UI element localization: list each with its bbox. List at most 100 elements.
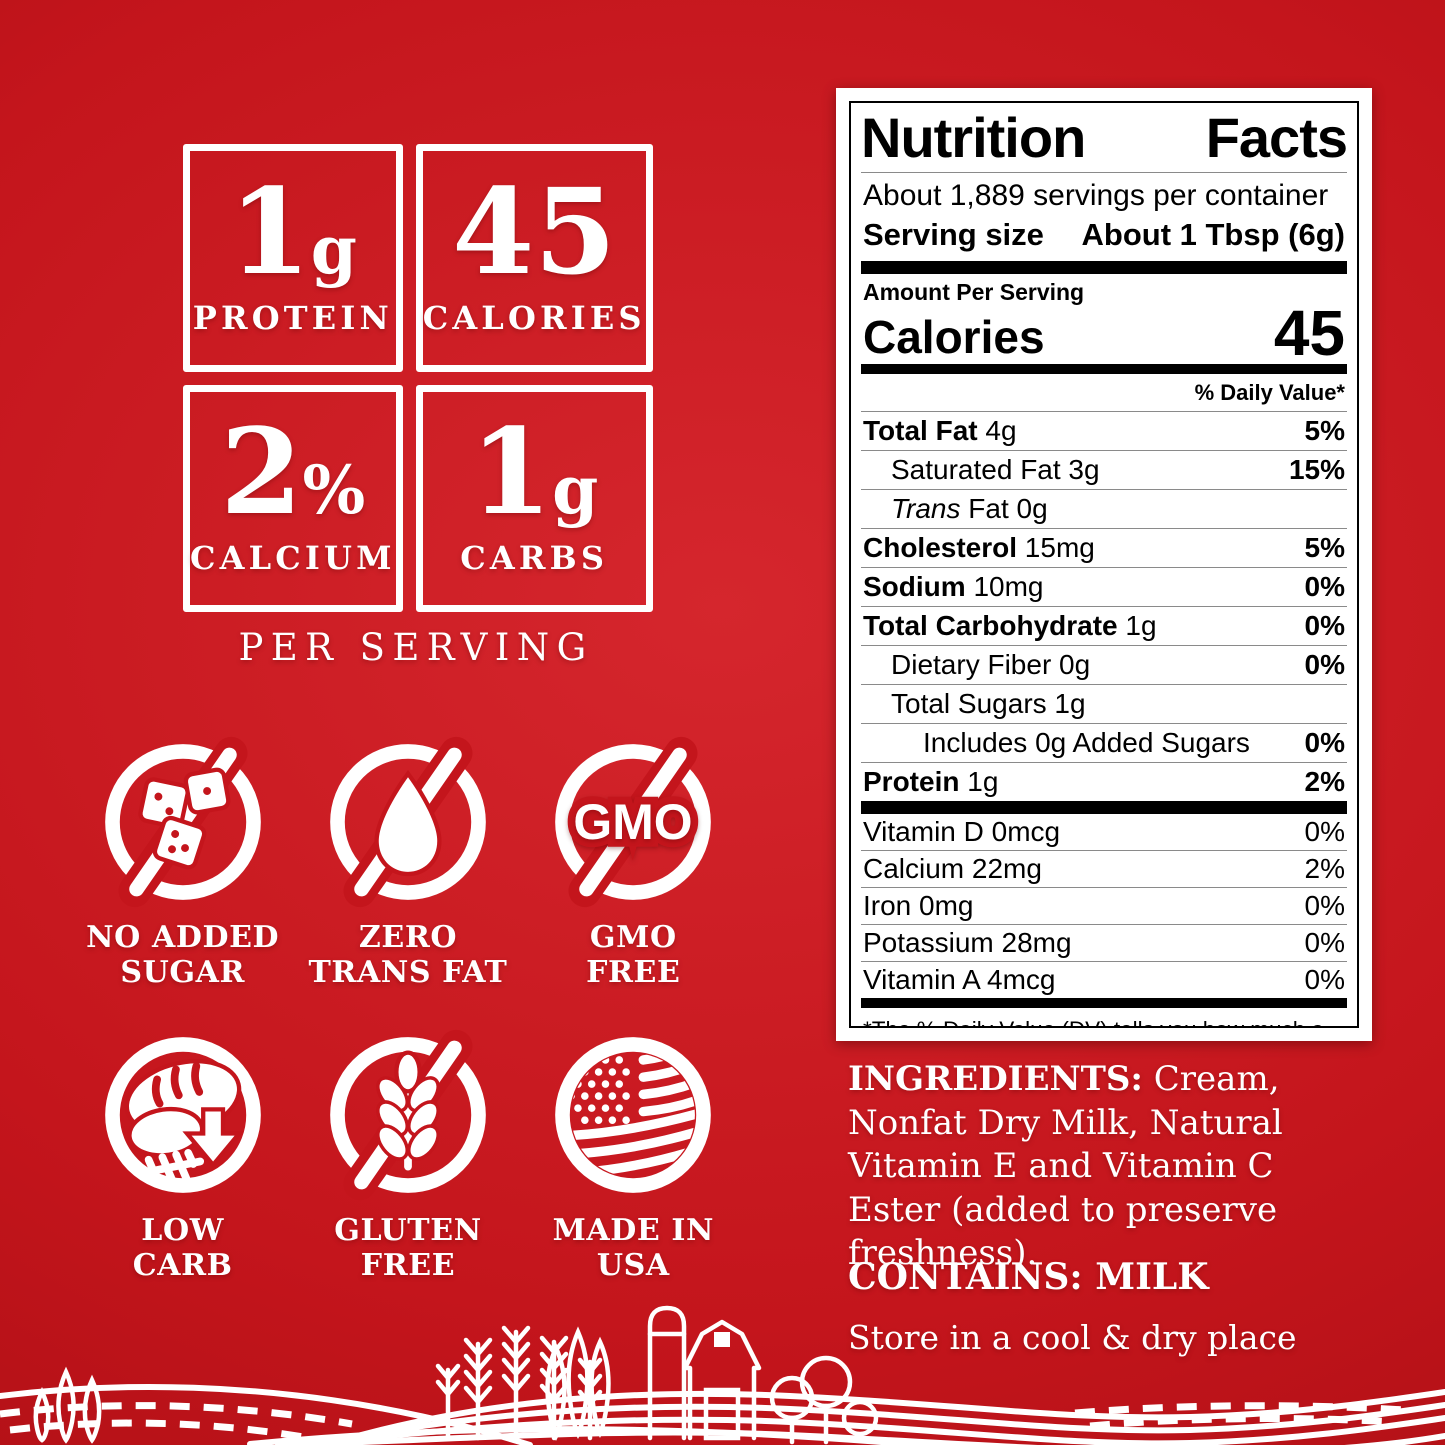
vitamin-dv: 0% [1304,890,1345,922]
badge-made-in-usa: MADE IN USA [529,1029,738,1284]
nutrient-amount: 15mg [1017,532,1095,564]
stat-number: 2 [220,402,303,542]
nutrient-amount: 10mg [965,571,1044,603]
gmo-icon-text: GMO [574,794,693,850]
serving-size-label: Serving size [863,216,1044,252]
gmo-free-icon: GMO [555,736,712,908]
nutrient-name: Cholesterol 15mg [863,532,1095,564]
vitamin-name: Calcium 22mg [863,853,1042,885]
vitamin-row-vitamin-d: Vitamin D 0mcg 0% [861,814,1347,850]
nutrition-facts-title: Nutrition Facts [861,106,1348,169]
nutrient-dv: 5% [1304,532,1345,564]
stat-number: 1 [470,402,553,542]
nutrient-row-trans-fat: Trans Fat 0g [861,489,1347,528]
stat-protein: 1g PROTEIN [183,144,403,372]
storage-instructions: Store in a cool & dry place [848,1318,1297,1357]
nutrient-dv: 5% [1304,415,1345,447]
stat-value: 1g [470,413,598,531]
vitamin-name: Vitamin D 0mcg [863,816,1061,848]
calories-label: Calories [863,311,1045,364]
nutrient-name-bold: Protein [863,766,960,798]
medium-rule [861,364,1347,375]
stat-unit: g [552,451,599,530]
vitamin-dv: 0% [1304,816,1345,848]
vitamin-row-potassium: Potassium 28mg 0% [861,924,1347,961]
stat-label: CARBS [460,539,609,578]
nutrient-name-bold: Cholesterol [863,532,1018,564]
nutrient-name: Total Sugars 1g [891,688,1086,720]
gluten-free-icon [330,1029,486,1200]
stat-unit: g [310,210,357,289]
nutrient-dv: 15% [1288,454,1345,486]
nutrient-dv: 0% [1304,649,1345,681]
nutrient-row-sodium: Sodium 10mg 0% [861,567,1347,606]
nutrient-row-cholesterol: Cholesterol 15mg 5% [861,528,1347,567]
nutrient-row-dietary-fiber: Dietary Fiber 0g 0% [861,645,1347,684]
nutrient-name: Trans Fat 0g [891,493,1048,525]
nutrient-row-total-fat: Total Fat 4g 5% [861,411,1347,450]
ingredients-body: Cream, Nonfat Dry Milk, Natural Vitamin … [848,1059,1283,1274]
calories-value: 45 [1273,296,1345,369]
badge-label: ZERO TRANS FAT [308,920,508,991]
nutrient-name: Total Fat 4g [863,415,1017,447]
thick-rule [861,260,1347,274]
vitamin-row-calcium: Calcium 22mg 2% [861,850,1347,887]
nutrient-name: Total Carbohydrate 1g [863,610,1157,642]
nutrient-row-total-carbohydrate: Total Carbohydrate 1g 0% [861,606,1347,645]
contains-statement: CONTAINS: MILK [848,1256,1209,1298]
serving-size-value: About 1 Tbsp (6g) [1081,216,1345,252]
nutrient-amount: 1g [1117,610,1157,642]
stat-number: 1 [228,161,311,301]
feature-badges: NO ADDED SUGAR ZERO TRANS FAT GMO GMO FR… [78,736,738,1284]
nutrient-dv: 2% [1304,766,1345,798]
vitamin-row-iron: Iron 0mg 0% [861,887,1347,924]
calories-row: Calories 45 [861,296,1347,369]
badge-label: GLUTEN FREE [334,1212,482,1284]
nutrient-name-bold: Sodium [863,571,966,603]
badge-label: LOW CARB [132,1212,233,1284]
nutrient-row-total-sugars: Total Sugars 1g [861,684,1347,723]
stat-label: CALCIUM [190,539,396,578]
nutrient-row-saturated-fat: Saturated Fat 3g 15% [861,450,1347,489]
low-carb-icon [104,1036,261,1193]
servings-per-container: About 1,889 servings per container [863,178,1329,212]
divider [861,171,1347,173]
daily-value-header: % Daily Value* [1194,380,1345,406]
nutrient-row-added-sugars: Includes 0g Added Sugars 0% [861,723,1347,762]
stat-calories: 45 CALORIES [415,144,653,372]
medium-rule [861,998,1347,1009]
badge-low-carb: LOW CARB [78,1029,287,1284]
vitamin-dv: 0% [1304,964,1345,996]
stat-value: 2% [220,413,365,531]
badge-label: MADE IN USA [552,1212,715,1284]
no-added-sugar-icon [104,736,261,908]
nutrient-name: Saturated Fat 3g [891,454,1100,486]
stat-value: 1g [229,172,357,290]
per-serving-stats-grid: 1g PROTEIN 45 CALORIES 2% CALCIUM 1g CAR… [183,144,653,612]
amount-per-serving: Amount Per Serving [863,278,1085,305]
stat-value: 45 [452,172,616,290]
nutrient-name-bold: Total Carbohydrate [863,610,1118,642]
stat-unit: % [302,451,366,530]
stat-carbs: 1g CARBS [415,384,653,612]
nutrient-amount: 4g [977,415,1017,447]
stat-label: CALORIES [422,298,646,337]
stat-number: 45 [452,161,617,301]
daily-value-footnote: *The % Daily Value (DV) tells you how mu… [861,1008,1347,1026]
badge-no-added-sugar: NO ADDED SUGAR [78,736,287,991]
nutrient-name: Sodium 10mg [863,571,1044,603]
badge-label: NO ADDED SUGAR [86,920,280,991]
vitamin-row-vitamin-a: Vitamin A 4mcg 0% [861,961,1347,998]
nutrition-facts-panel: Nutrition Facts About 1,889 servings per… [836,88,1372,1041]
nutrient-amount: 1g [959,766,999,798]
zero-trans-fat-icon [330,736,486,908]
nutrient-dv: 0% [1304,727,1345,759]
nutrient-name: Protein 1g [863,766,998,798]
badge-zero-trans-fat: ZERO TRANS FAT [303,736,512,991]
vitamin-name: Vitamin A 4mcg [863,964,1056,996]
badge-gluten-free: GLUTEN FREE [303,1029,512,1284]
farm-illustration [0,1305,1445,1445]
nutrient-dv: 0% [1304,571,1345,603]
nutrient-row-protein: Protein 1g 2% [861,762,1347,801]
